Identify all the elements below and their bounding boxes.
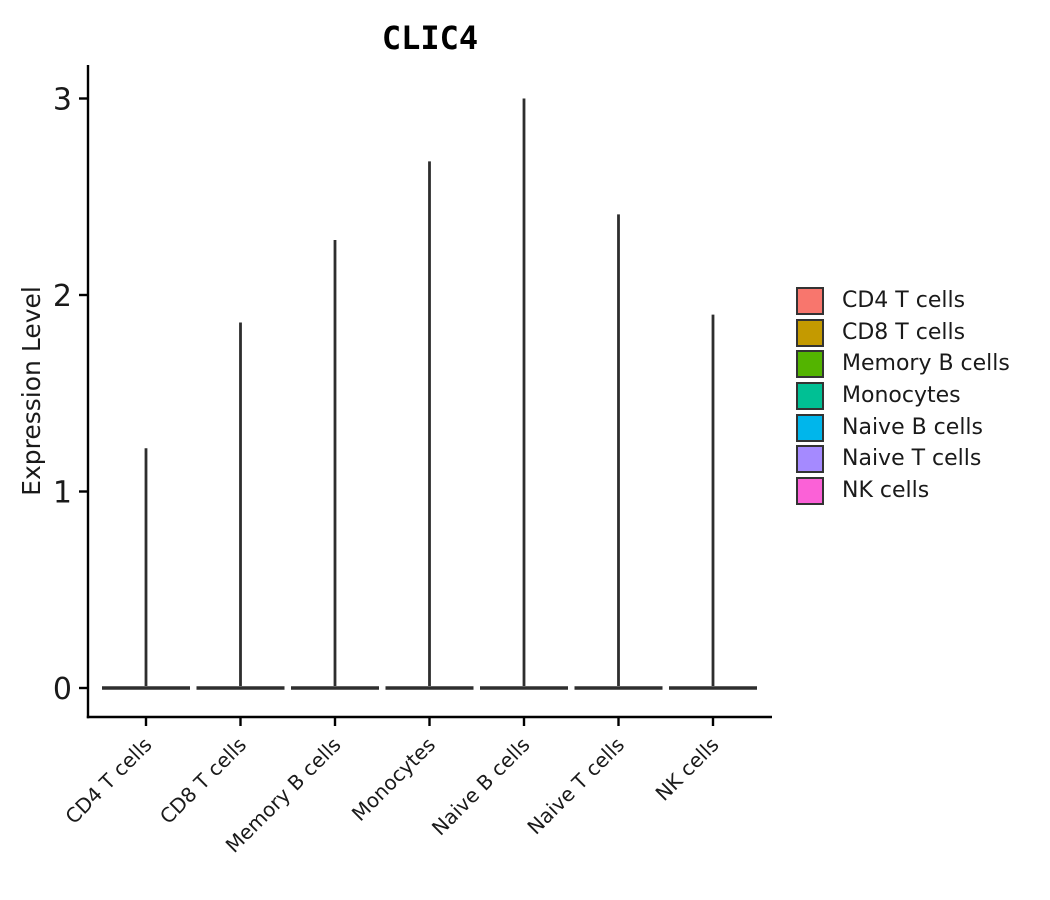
- legend-color-swatch: [796, 445, 824, 474]
- legend: CD4 T cells CD8 T cells Memory B cells Mono…: [796, 285, 1010, 507]
- y-axis-label: Expression Level: [17, 286, 46, 496]
- x-tick-label: Naive B cells: [427, 733, 535, 841]
- legend-color-swatch: [796, 413, 824, 442]
- legend-item: CD4 T cells: [796, 285, 1010, 317]
- legend-item: CD8 T cells: [796, 317, 1010, 349]
- legend-label: NK cells: [842, 477, 930, 503]
- x-tick-label: Naive T cells: [522, 733, 629, 840]
- legend-label: Naive T cells: [842, 446, 982, 472]
- legend-color-swatch: [796, 318, 824, 347]
- legend-color-swatch: [796, 286, 824, 315]
- legend-color-swatch: [796, 350, 824, 379]
- legend-item: NK cells: [796, 475, 1010, 507]
- legend-color-swatch: [796, 381, 824, 410]
- legend-label: Memory B cells: [842, 351, 1010, 377]
- legend-label: CD8 T cells: [842, 319, 966, 345]
- legend-item: Naive T cells: [796, 443, 1010, 475]
- x-tick-label: Monocytes: [347, 733, 440, 826]
- legend-label: Monocytes: [842, 382, 961, 408]
- y-tick-label: 0: [53, 672, 72, 707]
- y-tick-label: 3: [53, 83, 72, 118]
- x-tick-label: CD8 T cells: [155, 733, 251, 829]
- chart-title: CLIC4: [382, 19, 478, 57]
- y-tick-label: 1: [53, 476, 72, 511]
- legend-item: Memory B cells: [796, 348, 1010, 380]
- legend-label: Naive B cells: [842, 414, 984, 440]
- x-tick-label: CD4 T cells: [60, 733, 156, 829]
- x-tick-label: NK cells: [651, 733, 724, 806]
- legend-item: Monocytes: [796, 380, 1010, 412]
- y-tick-label: 2: [53, 279, 72, 314]
- legend-label: CD4 T cells: [842, 287, 966, 313]
- legend-color-swatch: [796, 476, 824, 505]
- legend-item: Naive B cells: [796, 412, 1010, 444]
